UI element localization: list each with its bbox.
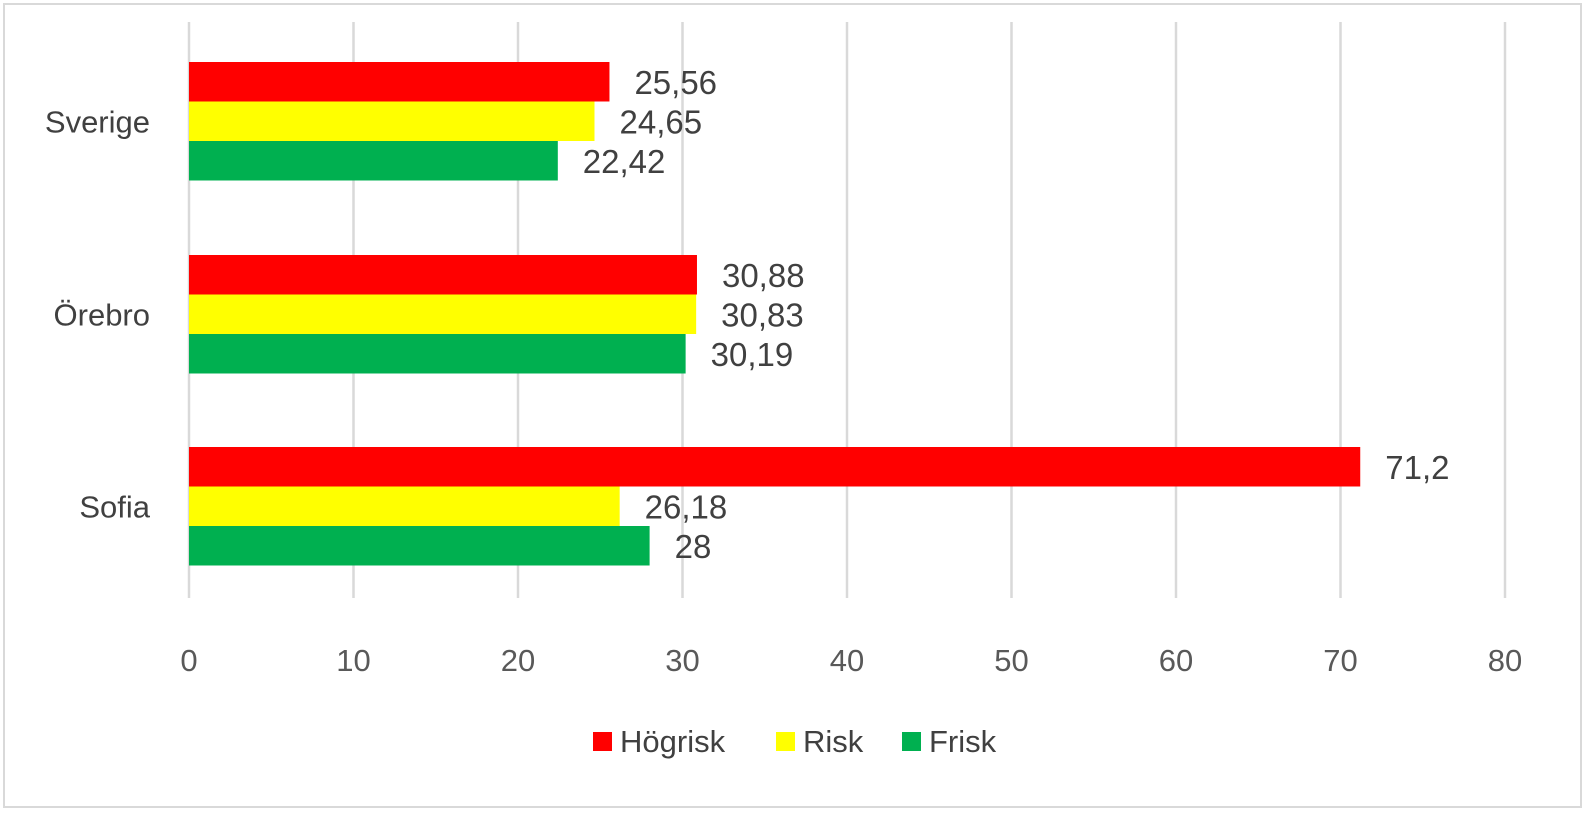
- x-tick-label: 30: [665, 643, 699, 678]
- category-label: Sofia: [79, 489, 150, 524]
- category-label: Örebro: [54, 297, 150, 332]
- bar-högrisk-örebro[interactable]: [189, 255, 697, 295]
- data-label: 30,83: [721, 296, 804, 333]
- legend-label: Högrisk: [620, 724, 726, 759]
- data-label: 30,19: [711, 336, 794, 373]
- x-tick-label: 70: [1323, 643, 1357, 678]
- data-label: 71,2: [1385, 449, 1449, 486]
- legend-swatch: [902, 732, 921, 751]
- legend[interactable]: Högrisk Risk Frisk: [593, 724, 997, 759]
- bars: [189, 62, 1361, 566]
- bar-högrisk-sofia[interactable]: [189, 447, 1361, 487]
- x-tick-label: 0: [180, 643, 197, 678]
- bar-frisk-örebro[interactable]: [189, 334, 686, 374]
- x-tick-label: 10: [336, 643, 370, 678]
- category-label: Sverige: [45, 104, 150, 139]
- x-tick-label: 40: [830, 643, 864, 678]
- x-tick-label: 80: [1488, 643, 1522, 678]
- data-label: 28: [675, 528, 712, 565]
- bar-högrisk-sverige[interactable]: [189, 62, 610, 102]
- legend-label: Risk: [803, 724, 864, 759]
- x-tick-label: 20: [501, 643, 535, 678]
- bar-risk-sofia[interactable]: [189, 486, 620, 527]
- x-tick-label: 60: [1159, 643, 1193, 678]
- data-label: 30,88: [722, 257, 805, 294]
- legend-swatch: [593, 732, 612, 751]
- legend-item-risk[interactable]: Risk: [776, 724, 864, 759]
- bar-risk-sverige[interactable]: [189, 101, 595, 142]
- x-tick-label: 50: [994, 643, 1028, 678]
- data-label: 22,42: [583, 143, 666, 180]
- legend-item-frisk[interactable]: Frisk: [902, 724, 997, 759]
- legend-label: Frisk: [929, 724, 997, 759]
- data-label: 24,65: [619, 103, 702, 140]
- axes: 0 10 20 30 40 50 60 70 80 Sverige Örebro Sofia: [45, 104, 1522, 678]
- legend-item-högrisk[interactable]: Högrisk: [593, 724, 726, 759]
- data-label: 26,18: [645, 488, 728, 525]
- bar-frisk-sofia[interactable]: [189, 526, 650, 566]
- data-label: 25,56: [634, 64, 717, 101]
- legend-swatch: [776, 732, 795, 751]
- bar-frisk-sverige[interactable]: [189, 141, 558, 181]
- bar-risk-örebro[interactable]: [189, 294, 697, 335]
